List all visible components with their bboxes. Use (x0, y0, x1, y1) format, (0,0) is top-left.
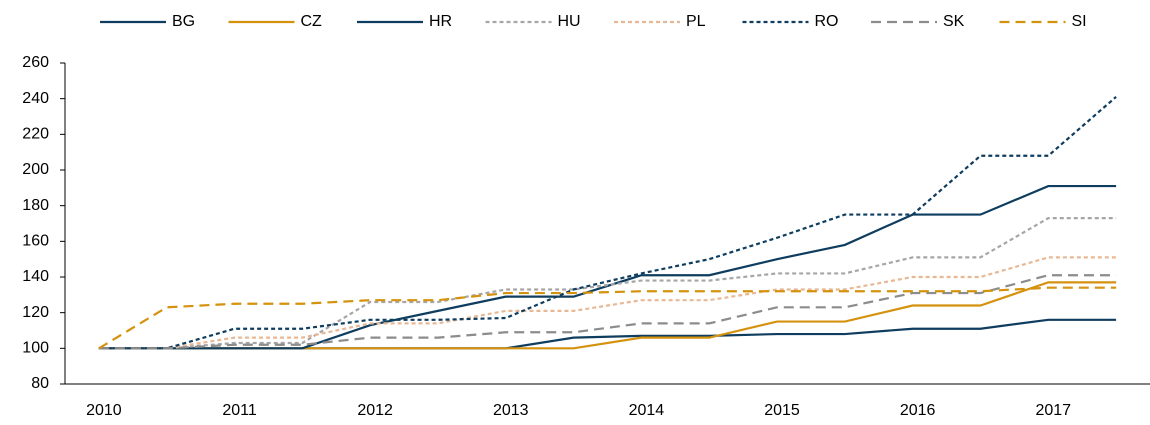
x-tick-label: 2016 (900, 402, 936, 419)
y-tick-label: 160 (22, 233, 49, 250)
y-tick-label: 240 (22, 90, 49, 107)
y-tick-label: 260 (22, 54, 49, 71)
legend-label: HU (558, 13, 581, 30)
y-tick-label: 180 (22, 197, 49, 214)
legend-label: SI (1072, 13, 1087, 30)
series-line (98, 217, 1117, 350)
x-tick-label: 2013 (493, 402, 529, 419)
x-tick-label: 2015 (764, 402, 800, 419)
legend-label: SK (943, 13, 965, 30)
y-tick-label: 200 (22, 161, 49, 178)
legend-label: CZ (301, 13, 323, 30)
x-tick-label: 2011 (222, 402, 257, 419)
series-line (98, 286, 1117, 350)
x-tick-label: 2014 (629, 402, 665, 419)
y-tick-label: 140 (22, 268, 49, 285)
y-tick-label: 100 (22, 340, 49, 357)
series-line (98, 256, 1117, 350)
y-tick-label: 120 (22, 304, 49, 321)
series-line (98, 274, 1117, 350)
y-tick-label: 220 (22, 126, 49, 143)
legend-label: PL (686, 13, 706, 30)
legend-label: BG (172, 13, 195, 30)
legend-label: RO (815, 13, 839, 30)
x-tick-label: 2012 (357, 402, 393, 419)
series-line (98, 96, 1117, 350)
legend-label: HR (429, 13, 452, 30)
series-line (98, 184, 1117, 350)
x-tick-label: 2017 (1035, 402, 1071, 419)
y-tick-label: 80 (31, 375, 49, 392)
x-tick-label: 2010 (86, 402, 122, 419)
